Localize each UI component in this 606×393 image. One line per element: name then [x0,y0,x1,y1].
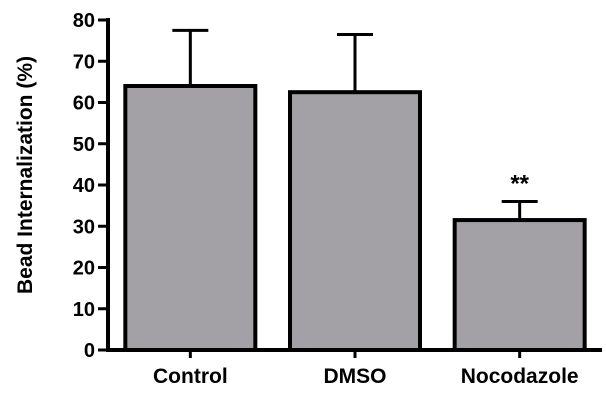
y-tick-label: 80 [73,10,95,32]
y-tick-label: 60 [73,93,95,115]
x-tick-labels-group: Control DMSO Nocodazole [153,365,579,388]
significance-annotation: ** [510,171,529,198]
y-tick-label: 40 [73,175,95,197]
annotations-group: ** [510,171,529,198]
bar-nocodazole [452,218,587,352]
y-tick-label: 0 [84,340,95,362]
bar-dmso [288,90,422,352]
bar-control [123,84,258,352]
y-tick-label: 10 [73,299,95,321]
y-tick-label: 20 [73,258,95,280]
y-axis-label: Bead Internalization (%) [14,56,37,294]
y-ticks-group: 0 10 20 30 40 50 60 70 80 [73,10,108,362]
bars-group [123,84,587,352]
x-tick-label-dmso: DMSO [324,365,387,388]
error-bars-group [172,28,538,221]
x-tick-label-control: Control [153,365,228,388]
y-axis-label-group: Bead Internalization (%) [14,56,37,294]
y-tick-label: 70 [73,51,95,73]
x-tick-label-nocodazole: Nocodazole [461,365,579,388]
y-tick-label: 30 [73,216,95,238]
y-tick-label: 50 [73,134,95,156]
